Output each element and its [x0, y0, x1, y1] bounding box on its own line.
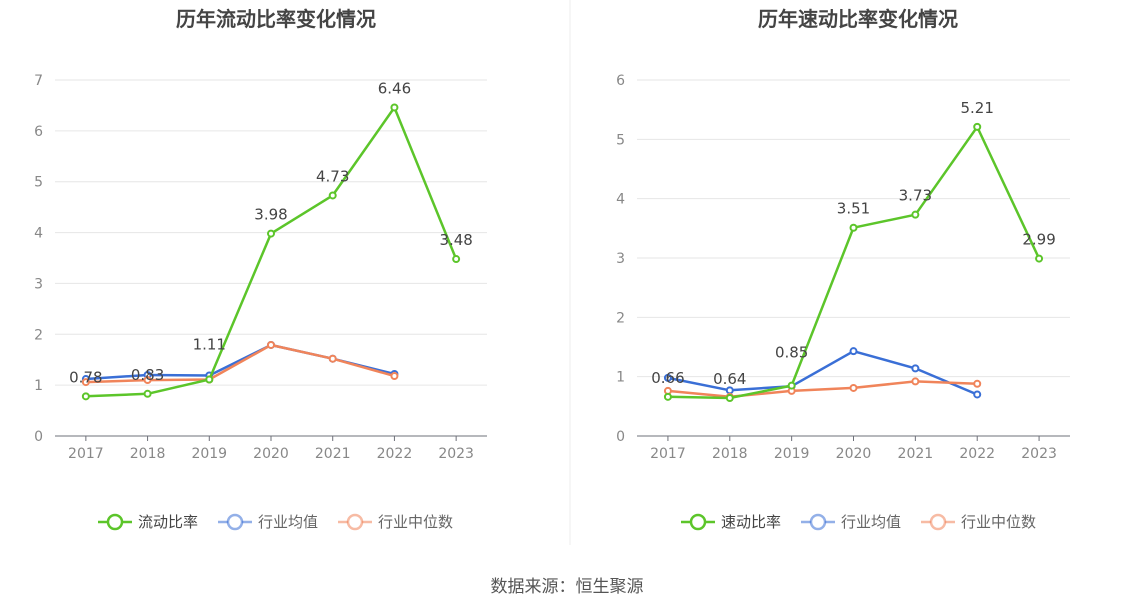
- data-point[interactable]: [849, 347, 858, 356]
- legend-marker-icon: [346, 513, 364, 531]
- data-point[interactable]: [663, 392, 672, 401]
- data-label: 2.99: [1022, 231, 1055, 249]
- data-point[interactable]: [81, 392, 90, 401]
- data-point[interactable]: [849, 223, 858, 232]
- legend-label: 行业中位数: [378, 513, 453, 531]
- y-tick-label: 6: [34, 124, 43, 140]
- x-tick-label: 2018: [712, 446, 748, 462]
- legend-label: 行业中位数: [961, 513, 1036, 531]
- x-tick-label: 2020: [253, 446, 289, 462]
- data-label: 0.85: [775, 344, 808, 362]
- y-tick-label: 2: [34, 327, 43, 343]
- x-tick-label: 2022: [377, 446, 413, 462]
- data-point[interactable]: [663, 373, 672, 382]
- y-tick-label: 5: [616, 132, 625, 148]
- legend-marker-icon: [106, 513, 124, 531]
- data-point[interactable]: [452, 255, 461, 264]
- data-point[interactable]: [390, 371, 399, 380]
- y-tick-label: 4: [34, 226, 43, 242]
- data-point[interactable]: [328, 191, 337, 200]
- legend-marker-icon: [689, 513, 707, 531]
- data-point[interactable]: [143, 389, 152, 398]
- x-tick-label: 2019: [191, 446, 227, 462]
- data-point[interactable]: [849, 383, 858, 392]
- legend-item[interactable]: 速动比率: [681, 513, 781, 531]
- series-line: [667, 380, 978, 399]
- data-point[interactable]: [911, 210, 920, 219]
- data-point[interactable]: [725, 386, 734, 395]
- data-point[interactable]: [973, 379, 982, 388]
- data-label: 0.64: [713, 370, 746, 388]
- legend-marker-icon: [226, 513, 244, 531]
- data-point[interactable]: [1035, 254, 1044, 263]
- y-tick-label: 2: [616, 310, 625, 326]
- x-tick-label: 2023: [1021, 446, 1057, 462]
- legend-item[interactable]: 流动比率: [98, 513, 198, 531]
- legend-label: 流动比率: [138, 513, 198, 531]
- data-label: 0.66: [651, 369, 684, 387]
- data-label: 5.21: [961, 99, 994, 117]
- data-label: 3.98: [254, 206, 287, 224]
- data-point[interactable]: [267, 229, 275, 238]
- x-tick-label: 2017: [68, 446, 104, 462]
- data-point[interactable]: [390, 103, 399, 112]
- x-tick-label: 2017: [650, 446, 686, 462]
- y-tick-label: 7: [34, 73, 43, 89]
- data-point[interactable]: [81, 378, 90, 387]
- x-tick-label: 2019: [774, 446, 810, 462]
- data-point[interactable]: [143, 376, 152, 385]
- data-label: 0.78: [69, 368, 102, 386]
- legend-item[interactable]: 行业中位数: [921, 513, 1036, 531]
- legend-item[interactable]: 行业均值: [801, 513, 901, 531]
- y-tick-label: 4: [616, 192, 625, 208]
- x-tick-label: 2021: [315, 446, 351, 462]
- legend-label: 速动比率: [721, 513, 781, 531]
- y-tick-label: 3: [34, 276, 43, 292]
- series-line: [667, 125, 1041, 400]
- data-point[interactable]: [267, 340, 275, 349]
- y-tick-label: 1: [616, 370, 625, 386]
- data-label: 0.83: [131, 366, 164, 384]
- y-tick-label: 5: [34, 175, 43, 191]
- legend-marker-icon: [809, 513, 827, 531]
- legend-marker-icon: [929, 513, 947, 531]
- y-tick-label: 6: [616, 73, 625, 89]
- data-label: 4.73: [316, 167, 349, 185]
- y-tick-label: 1: [34, 378, 43, 394]
- quick-ratio-chart: 历年速动比率变化情况 0 1 2 3 4 5 6 2017 2018 2019 2020 2021 202…: [616, 7, 1070, 531]
- data-label: 3.73: [899, 187, 932, 205]
- legend-label: 行业均值: [258, 513, 318, 531]
- x-tick-label: 2022: [959, 446, 995, 462]
- data-point[interactable]: [787, 381, 796, 390]
- data-label: 3.48: [439, 231, 472, 249]
- chart-title: 历年速动比率变化情况: [758, 7, 958, 31]
- x-tick-label: 2021: [898, 446, 934, 462]
- data-label: 1.11: [193, 336, 226, 354]
- x-tick-label: 2018: [130, 446, 166, 462]
- y-tick-label: 0: [34, 429, 43, 445]
- data-point[interactable]: [973, 390, 982, 399]
- data-label: 3.51: [837, 200, 870, 218]
- data-point[interactable]: [725, 394, 734, 403]
- legend-item[interactable]: 行业均值: [218, 513, 318, 531]
- data-source-label: 数据来源：恒生聚源: [491, 577, 644, 597]
- series-line: [85, 343, 395, 384]
- series-line: [85, 106, 458, 398]
- chart-title: 历年流动比率变化情况: [176, 7, 376, 31]
- x-tick-label: 2023: [438, 446, 474, 462]
- legend-label: 行业均值: [841, 513, 901, 531]
- data-point[interactable]: [328, 354, 337, 363]
- data-point[interactable]: [973, 122, 982, 131]
- legend-item[interactable]: 行业中位数: [338, 513, 453, 531]
- data-point[interactable]: [911, 364, 920, 373]
- x-tick-label: 2020: [836, 446, 872, 462]
- data-point[interactable]: [205, 375, 214, 384]
- current-ratio-chart: 历年流动比率变化情况 0 1 2 3 4 5 6 7 2017 2018 2019 2020 2021 20…: [34, 7, 487, 531]
- y-tick-label: 0: [616, 429, 625, 445]
- data-point[interactable]: [911, 377, 920, 386]
- y-tick-label: 3: [616, 251, 625, 267]
- series-line: [667, 349, 978, 396]
- data-label: 6.46: [378, 79, 411, 97]
